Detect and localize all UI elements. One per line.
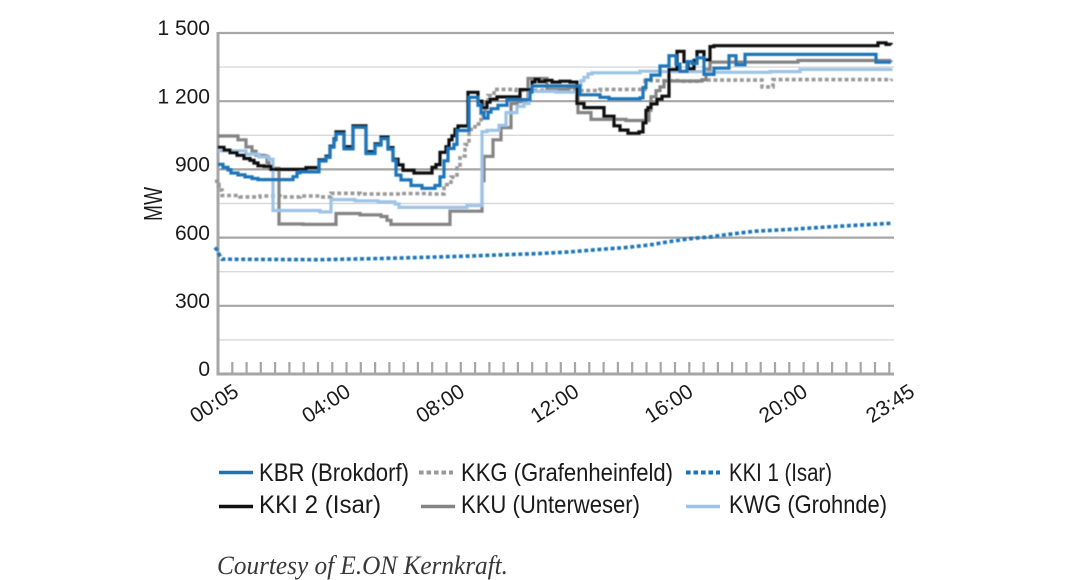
svg-text:1 500: 1 500	[157, 17, 210, 40]
svg-text:KKU (Unterweser): KKU (Unterweser)	[461, 491, 640, 519]
svg-text:KKG (Grafenheinfeld): KKG (Grafenheinfeld)	[461, 459, 673, 487]
svg-text:MW: MW	[138, 187, 168, 221]
svg-text:KWG (Grohnde): KWG (Grohnde)	[729, 491, 887, 519]
svg-text:0: 0	[198, 358, 210, 381]
svg-text:1 200: 1 200	[157, 85, 210, 108]
svg-text:300: 300	[175, 290, 210, 313]
svg-text:KKI 1 (Isar): KKI 1 (Isar)	[729, 459, 832, 487]
svg-text:Courtesy of E.ON Kernkraft.: Courtesy of E.ON Kernkraft.	[217, 551, 508, 580]
svg-text:KBR (Brokdorf): KBR (Brokdorf)	[259, 459, 409, 487]
svg-text:600: 600	[175, 222, 210, 245]
svg-text:KKI 2 (Isar): KKI 2 (Isar)	[259, 491, 381, 519]
svg-text:900: 900	[175, 154, 210, 177]
